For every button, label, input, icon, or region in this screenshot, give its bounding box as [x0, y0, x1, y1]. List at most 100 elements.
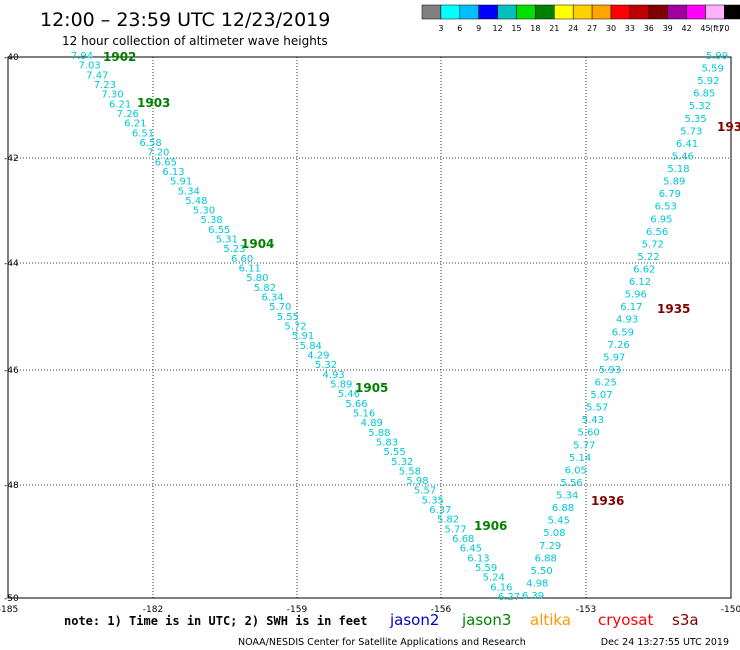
legend-swatch	[497, 4, 517, 20]
legend-swatch	[610, 4, 631, 20]
swh-value: 6.05	[565, 465, 587, 476]
legend-swatch-label: 33	[625, 24, 635, 33]
swh-value: 5.22	[637, 252, 659, 263]
swh-value: 6.62	[633, 265, 655, 276]
swh-value: 5.84	[300, 341, 322, 352]
swh-value: 7.26	[607, 340, 629, 351]
swh-value: 4.93	[616, 315, 638, 326]
legend-swatch	[554, 4, 574, 20]
swh-value: 5.35	[422, 495, 444, 506]
legend-swatch	[629, 4, 650, 20]
latitude-tick-label: -46	[4, 366, 19, 376]
legend-swatch	[591, 4, 612, 20]
swh-value: 5.89	[663, 177, 685, 188]
swh-value: 5.91	[292, 331, 314, 342]
legend-swatch	[724, 4, 740, 20]
swh-value: 5.73	[680, 126, 702, 137]
swh-value: 5.14	[569, 453, 591, 464]
swh-value: 5.60	[577, 428, 599, 439]
swh-value: 5.99	[706, 51, 728, 62]
swh-value: 7.26	[117, 109, 139, 120]
swh-value: 5.70	[269, 302, 291, 313]
latitude-tick-label: -40	[4, 53, 19, 63]
legend-swatch	[459, 4, 479, 20]
swh-value: 5.46	[672, 152, 694, 163]
swh-value: 5.77	[573, 440, 595, 451]
legend-swatch-label: 12	[493, 24, 503, 33]
time-label: 1902	[103, 50, 136, 64]
legend-swatch	[648, 4, 668, 20]
swh-value: 6.95	[650, 214, 672, 225]
swh-value: 6.39	[522, 591, 544, 602]
swh-value: 7.30	[101, 90, 123, 101]
swh-value: 6.13	[467, 553, 489, 564]
swh-value: 5.46	[338, 389, 360, 400]
swh-value: 5.72	[284, 322, 306, 333]
swh-value: 5.77	[444, 524, 466, 535]
legend-swatch-label: 30	[606, 24, 616, 33]
swh-value: 5.57	[414, 486, 436, 497]
longitude-tick-label: -153	[576, 605, 596, 615]
swh-value: 6.88	[535, 553, 557, 564]
swh-value: 5.43	[582, 415, 604, 426]
swh-value: 4.89	[361, 418, 383, 429]
time-label: 1905	[355, 381, 388, 395]
legend-swatch-label: 70	[719, 24, 729, 33]
latitude-tick-label: -48	[4, 481, 19, 491]
longitude-tick-label: -185	[0, 605, 18, 615]
swh-value: 6.11	[239, 264, 261, 275]
legend-swatch-label: 6	[457, 24, 462, 33]
latitude-tick-label: -42	[4, 154, 19, 164]
swh-value: 6.21	[109, 99, 131, 110]
swh-value: 5.88	[368, 428, 390, 439]
swh-value: 5.31	[216, 235, 238, 246]
longitude-tick-labels: -185 -182 -159 -156 -153 -150	[0, 605, 740, 615]
swh-value: 6.55	[208, 225, 230, 236]
swh-value: 5.32	[689, 101, 711, 112]
longitude-tick-label: -156	[431, 605, 452, 615]
swh-value: 6.27	[498, 592, 520, 603]
swh-value: 6.51	[132, 128, 154, 139]
swh-value: 5.45	[548, 516, 570, 527]
satellite-name: cryosat	[598, 611, 653, 629]
legend-swatch	[572, 4, 593, 20]
footer-timestamp: Dec 24 13:27:55 UTC 2019	[601, 637, 729, 648]
swh-value: 7.94	[71, 51, 93, 62]
swh-value: 5.34	[178, 186, 200, 197]
swh-value: 5.35	[684, 114, 706, 125]
swh-value: 5.97	[603, 352, 625, 363]
swh-value: 6.34	[261, 293, 283, 304]
swh-value: 5.80	[246, 273, 268, 284]
swh-value: 7.03	[78, 61, 100, 72]
swh-value: 5.93	[599, 365, 621, 376]
swh-value: 6.45	[460, 544, 482, 555]
swh-value: 5.50	[530, 566, 552, 577]
swh-value: 6.56	[646, 227, 668, 238]
swh-value: 5.59	[702, 64, 724, 75]
swh-value: 6.65	[155, 157, 177, 168]
swh-value: 6.53	[655, 202, 677, 213]
swh-value: 5.55	[383, 447, 405, 458]
swh-value: 5.66	[345, 399, 367, 410]
swh-value: 5.56	[560, 478, 582, 489]
swh-value: 5.92	[697, 76, 719, 87]
lat-lon-grid	[8, 56, 731, 598]
swh-value: 6.79	[659, 189, 681, 200]
swh-value: 6.88	[552, 503, 574, 514]
legend-swatch-label: 15	[511, 24, 521, 33]
map-title: 12:00 – 23:59 UTC 12/23/2019	[40, 9, 330, 31]
legend-swatch-label: 18	[530, 24, 540, 33]
legend-swatch-label: 36	[644, 24, 654, 33]
swh-value: 6.58	[139, 138, 161, 149]
swh-value: 5.24	[483, 573, 505, 584]
swh-value: 6.59	[612, 327, 634, 338]
swh-value: 5.16	[353, 408, 375, 419]
legend-swatch-label: 45	[700, 24, 710, 33]
legend-swatch-label: 24	[568, 24, 578, 33]
swh-value: 6.17	[620, 302, 642, 313]
swh-value: 5.32	[315, 360, 337, 371]
footer-credit: NOAA/NESDIS Center for Satellite Applica…	[238, 637, 526, 648]
swh-value: 5.55	[277, 312, 299, 323]
color-legend: 3 6 9 12 15 18 21 24 27 30 33 36 39 42 45 70	[421, 4, 740, 33]
swh-value: 6.41	[676, 139, 698, 150]
